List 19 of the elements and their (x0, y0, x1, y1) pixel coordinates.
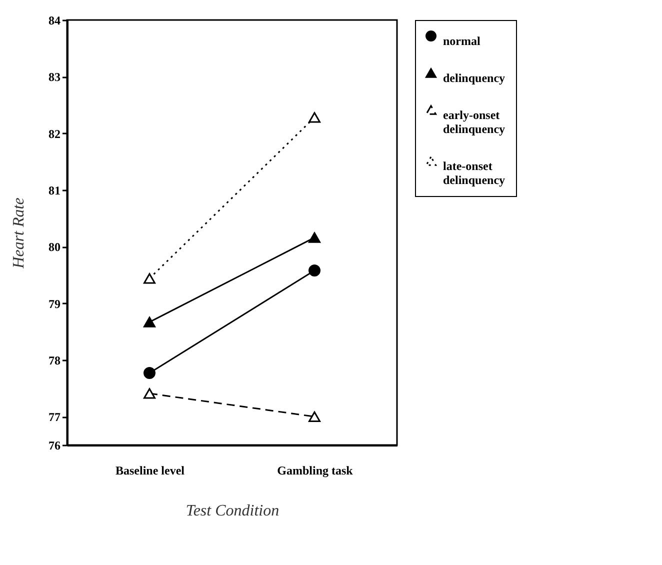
y-tick-label: 81 (48, 184, 60, 198)
y-tick-label: 80 (48, 240, 60, 254)
x-axis-title: Test Condition (186, 502, 280, 520)
legend-label: delinquency (443, 71, 506, 85)
point (308, 264, 320, 276)
y-tick-label: 82 (48, 126, 60, 141)
y-tick-label: 77 (48, 410, 60, 424)
legend-label: normal (443, 34, 481, 48)
y-tick-label: 84 (48, 14, 60, 28)
legend-label: late-onset delinquency (443, 159, 506, 187)
point (144, 367, 156, 380)
legend-label: early-onset delinquency (443, 108, 506, 136)
y-tick-label: 78 (48, 354, 60, 368)
x-tick-label: Gambling task (277, 464, 354, 478)
y-tick-label: 76 (48, 438, 60, 452)
x-tick-label: Baseline level (116, 464, 186, 478)
y-tick-label: 79 (48, 296, 60, 311)
y-tick-label: 83 (48, 70, 60, 84)
y-axis-title: Heart Rate (10, 198, 28, 270)
